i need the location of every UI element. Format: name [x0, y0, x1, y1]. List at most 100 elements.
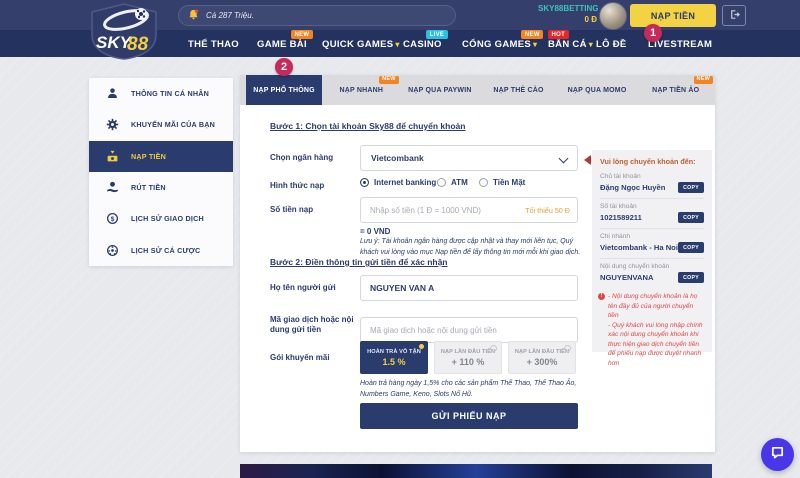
account-holder-value: Đặng Ngọc Huyền — [600, 183, 666, 192]
logout-button[interactable] — [722, 5, 746, 26]
tab-nap-nhanh[interactable]: NEW NẠP NHANH — [322, 75, 401, 105]
notification-ticker[interactable]: Cá 287 Triệu. — [178, 5, 456, 26]
amount-input[interactable] — [360, 197, 578, 223]
nav-cong-games[interactable]: NEW CỔNG GAMES ▾ — [462, 30, 544, 50]
sidebar-item-profile[interactable]: THÔNG TIN CÁ NHÂN — [89, 78, 233, 109]
panel-pointer-arrow — [584, 155, 591, 165]
sidebar-item-bet-history[interactable]: LỊCH SỬ CÁ CƯỢC — [89, 234, 233, 265]
bank-info-row: Chủ tài khoản Đặng Ngọc Huyền COPY — [600, 169, 704, 199]
sidebar-item-deposit[interactable]: NẠP TIỀN — [89, 140, 233, 172]
sky88-logo[interactable]: SKY 88 — [88, 3, 160, 60]
sidebar-item-promotions[interactable]: KHUYẾN MÃI CỦA BẠN — [89, 109, 233, 140]
deposit-panel: NẠP PHỔ THÔNG NEW NẠP NHANH NẠP QUA PAYWI… — [240, 75, 715, 452]
bank-select[interactable]: Vietcombank — [360, 145, 578, 171]
user-balance: 0 Đ — [584, 15, 597, 25]
promo-note: Hoàn trả hàng ngày 1,5% cho các sản phẩm… — [360, 380, 577, 398]
radio-internet-banking[interactable]: Internet banking — [360, 178, 436, 187]
user-info[interactable]: SKY88BETTING 0 Đ — [538, 3, 599, 25]
step2-heading: Bước 2: Điền thông tin gửi tiền để xác n… — [270, 257, 448, 267]
new-badge: NEW — [521, 30, 544, 39]
annotation-marker-1: 1 — [644, 24, 662, 42]
ticker-text: Cá 287 Triệu. — [206, 11, 254, 20]
soccer-ball-icon — [106, 244, 119, 257]
chevron-down-icon: ▾ — [588, 40, 594, 49]
deposit-money-icon — [106, 150, 119, 163]
copy-button[interactable]: COPY — [678, 182, 704, 193]
radio-icon — [490, 345, 497, 352]
logo-text-88: 88 — [127, 34, 149, 55]
bank-info-row: Chi nhánh Vietcombank - Ha Noi COPY — [600, 229, 704, 259]
deposit-button[interactable]: NẠP TIỀN — [630, 4, 716, 27]
nav-game-bai[interactable]: NEW GAME BÀI — [257, 30, 313, 50]
transaction-label: Mã giao dịch hoặc nội dung gửi tiền — [270, 315, 354, 335]
username: SKY88BETTING — [538, 4, 599, 13]
copy-button[interactable]: COPY — [678, 272, 704, 283]
chevron-down-icon: ▾ — [532, 40, 538, 49]
radio-icon — [437, 178, 446, 187]
nav-livestream[interactable]: LIVESTREAM — [648, 39, 713, 50]
svg-text:$: $ — [111, 216, 115, 223]
panel-heading: Vui lòng chuyển khoản đến: — [600, 157, 696, 166]
gear-icon — [106, 118, 119, 131]
transaction-history-icon: $ — [106, 212, 119, 225]
promo-card-cashback[interactable]: HOÀN TRẢ VÔ TẬN 1.5 % — [360, 341, 428, 374]
warning-icon: ! — [598, 293, 605, 300]
radio-icon — [479, 178, 488, 187]
chevron-down-icon: ▾ — [395, 40, 400, 49]
transfer-warning-note: ! - Nội dung chuyển khoản là họ tên đầy … — [598, 292, 704, 368]
logout-icon — [729, 8, 740, 23]
promo-card-first-110[interactable]: NẠP LẦN ĐẦU TIÊN + 110 % — [434, 341, 502, 374]
nav-lo-de[interactable]: LÔ ĐỀ — [596, 39, 627, 50]
copy-button[interactable]: COPY — [678, 242, 704, 253]
bank-info-row: Nội dung chuyển khoản NGUYENVANA COPY — [600, 259, 704, 288]
new-badge: NEW — [291, 30, 313, 39]
tab-nap-qua-momo[interactable]: NẠP QUA MOMO — [567, 86, 627, 94]
nav-casino[interactable]: LIVE CASINO — [403, 30, 448, 50]
tab-nap-the-cao[interactable]: NẠP THẺ CÀO — [493, 86, 544, 94]
chat-bubble-icon — [770, 445, 785, 465]
radio-checked-icon — [360, 178, 369, 187]
radio-checked-icon — [419, 344, 424, 349]
person-icon — [106, 87, 119, 100]
amount-label: Số tiền nạp — [270, 205, 314, 214]
new-badge: NEW — [379, 76, 399, 84]
submit-deposit-button[interactable]: GỬI PHIẾU NẠP — [360, 403, 578, 429]
step1-heading: Bước 1: Chọn tài khoản Sky88 để chuyển k… — [270, 121, 466, 131]
live-badge: LIVE — [426, 30, 448, 39]
tab-nap-tien-ao[interactable]: NEW NẠP TIỀN ẢO — [636, 75, 715, 105]
transfer-content-value: NGUYENVANA — [600, 273, 654, 282]
promo-card-first-300[interactable]: NẠP LẦN ĐẦU TIÊN + 300% — [508, 341, 576, 374]
bank-info-row: Số tài khoản 1021589211 COPY — [600, 199, 704, 229]
sidebar-item-transaction-history[interactable]: $ LỊCH SỬ GIAO DỊCH — [89, 203, 233, 234]
amount-equivalent: = 0 VND — [360, 227, 391, 236]
live-chat-button[interactable] — [761, 438, 794, 471]
hot-badge: HOT — [548, 30, 569, 39]
promo-banner[interactable] — [240, 464, 712, 478]
radio-atm[interactable]: ATM — [437, 178, 468, 187]
chevron-down-icon — [558, 153, 569, 164]
bank-update-note: Lưu ý: Tài khoản ngân hàng được cập nhật… — [360, 238, 581, 256]
nav-quick-games[interactable]: QUICK GAMES ▾ — [322, 39, 400, 50]
promo-label: Gói khuyến mãi — [270, 353, 330, 362]
sidebar-item-withdraw[interactable]: RÚT TIỀN — [89, 172, 233, 203]
sender-label: Họ tên người gửi — [270, 283, 336, 292]
logo-text-sky: SKY — [96, 33, 133, 52]
sender-input[interactable] — [360, 275, 578, 301]
bank-transfer-panel: Vui lòng chuyển khoản đến: Chủ tài khoản… — [592, 150, 712, 367]
bank-select-label: Chọn ngân hàng — [270, 153, 334, 162]
avatar[interactable] — [599, 2, 627, 30]
deposit-tabs: NẠP PHỔ THÔNG NEW NẠP NHANH NẠP QUA PAYWI… — [240, 75, 715, 105]
annotation-marker-2: 2 — [275, 58, 293, 76]
tab-nap-qua-paywin[interactable]: NẠP QUA PAYWIN — [408, 86, 472, 94]
branch-value: Vietcombank - Ha Noi — [600, 243, 678, 252]
withdraw-money-icon — [106, 181, 119, 194]
nav-ban-ca[interactable]: HOT BẮN CÁ ▾ — [548, 30, 594, 50]
transaction-input[interactable] — [360, 317, 578, 343]
copy-button[interactable]: COPY — [678, 212, 704, 223]
new-badge: NEW — [693, 76, 713, 84]
tab-nap-pho-thong[interactable]: NẠP PHỔ THÔNG — [246, 75, 322, 105]
account-number-value: 1021589211 — [600, 213, 642, 222]
nav-the-thao[interactable]: THỂ THAO — [188, 39, 239, 50]
radio-tien-mat[interactable]: Tiền Mặt — [479, 178, 525, 187]
